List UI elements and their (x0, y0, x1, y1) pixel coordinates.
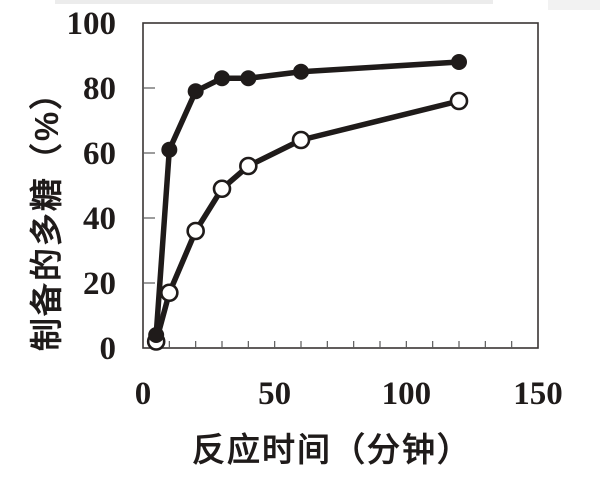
scan-artifact-strip (55, 0, 493, 4)
filled-circle-marker (214, 70, 230, 87)
y-tick-label: 0 (100, 331, 117, 367)
open-circle-marker (212, 179, 232, 199)
filled-circle-marker (240, 70, 257, 87)
filled-circle-marker (148, 327, 165, 343)
x-tick-label: 100 (382, 376, 432, 412)
open-circle-marker (449, 91, 469, 111)
x-tick-label: 0 (135, 376, 152, 412)
x-tick-label: 150 (513, 376, 563, 412)
y-axis-title: 制备的多糖（%） (28, 74, 65, 352)
open-circle-marker (160, 283, 179, 303)
filled-circle-marker (451, 54, 467, 70)
y-tick-label: 20 (83, 266, 116, 302)
filled-circle-marker (161, 141, 178, 158)
plot-frame (142, 22, 539, 349)
filled-circle-series-line (153, 59, 462, 338)
filled-circle-marker (187, 83, 204, 100)
open-circle-marker (239, 156, 258, 176)
open-circle-marker (186, 221, 205, 241)
x-axis-title: 反应时间（分钟） (192, 431, 472, 468)
y-tick-label: 60 (83, 136, 116, 172)
y-tick-label: 80 (83, 71, 116, 107)
filled-circle-marker (293, 63, 309, 80)
open-circle-marker (291, 130, 311, 150)
y-tick-label: 100 (67, 6, 117, 42)
x-tick-label: 50 (258, 376, 291, 412)
scan-artifact-corner (548, 0, 600, 10)
y-tick-label: 40 (83, 201, 116, 237)
